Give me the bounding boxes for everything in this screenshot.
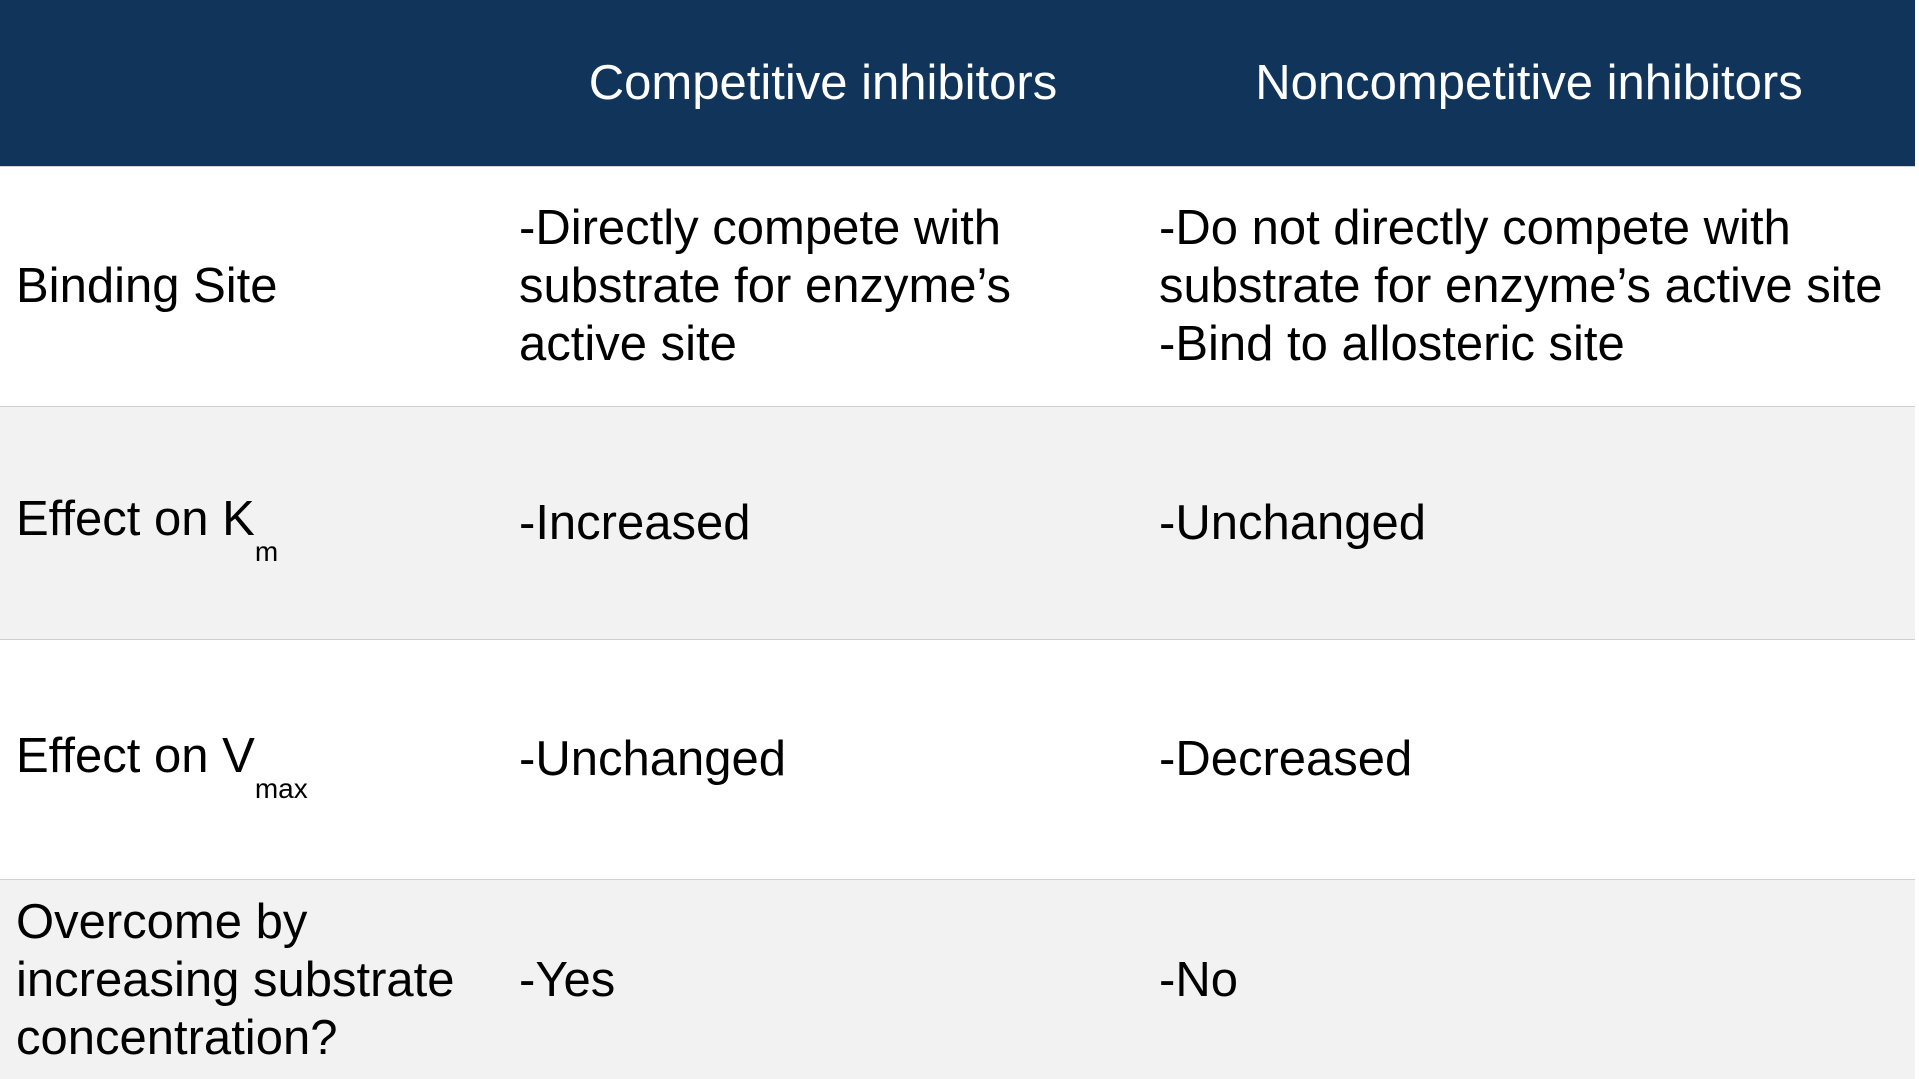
table-row-overcome-by-substrate: Overcome by increasing substrate concent… <box>0 878 1915 1079</box>
header-noncompetitive-inhibitors: Noncompetitive inhibitors <box>1255 55 1803 110</box>
row-label-effect-on-vmax: Effect on Vmax <box>0 638 503 879</box>
table-header: Competitive inhibitors Noncompetitive in… <box>0 0 1915 166</box>
row-label-line: increasing substrate <box>16 953 455 1008</box>
table-row-binding-site: Binding Site -Directly compete with subs… <box>0 165 1915 406</box>
cell-competitive-vmax: -Unchanged <box>503 638 1143 879</box>
table-body: Binding Site -Directly compete with subs… <box>0 165 1915 1079</box>
row-label-line: Overcome by <box>16 895 308 950</box>
cell-competitive-km: -Increased <box>503 405 1143 639</box>
cell-noncompetitive-vmax: -Decreased <box>1143 638 1915 879</box>
table-row-effect-on-vmax: Effect on Vmax -Unchanged -Decreased <box>0 638 1915 879</box>
cell-text-line: substrate for enzyme’s active site <box>1159 259 1883 313</box>
cell-noncompetitive-binding-site: -Do not directly compete with substrate … <box>1143 165 1915 406</box>
cell-text-line: -Bind to allosteric site <box>1159 317 1625 371</box>
header-corner-cell <box>0 0 503 166</box>
row-label-subscript: m <box>254 536 279 567</box>
cell-noncompetitive-overcome: -No <box>1143 878 1915 1079</box>
cell-text-line: -Directly compete with <box>519 201 1001 255</box>
row-label-binding-site: Binding Site <box>0 165 503 406</box>
row-label-overcome-by-substrate: Overcome by increasing substrate concent… <box>0 878 503 1079</box>
cell-text-line: substrate for enzyme’s <box>519 259 1012 313</box>
row-label-main: Effect on K <box>16 492 255 546</box>
row-label-effect-on-km: Effect on Km <box>0 405 503 639</box>
cell-text-line: active site <box>519 317 737 371</box>
header-row: Competitive inhibitors Noncompetitive in… <box>0 0 1915 166</box>
row-label-subscript: max <box>254 772 308 804</box>
cell-noncompetitive-km: -Unchanged <box>1143 405 1915 639</box>
header-competitive-inhibitors: Competitive inhibitors <box>588 55 1058 110</box>
row-label-line: concentration? <box>16 1011 338 1066</box>
table-row-effect-on-km: Effect on Km -Increased -Unchanged <box>0 405 1915 639</box>
row-label-main: Effect on V <box>16 728 255 783</box>
cell-competitive-overcome: -Yes <box>503 878 1143 1079</box>
cell-competitive-binding-site: -Directly compete with substrate for enz… <box>503 165 1143 406</box>
cell-text-line: -Do not directly compete with <box>1159 201 1791 255</box>
